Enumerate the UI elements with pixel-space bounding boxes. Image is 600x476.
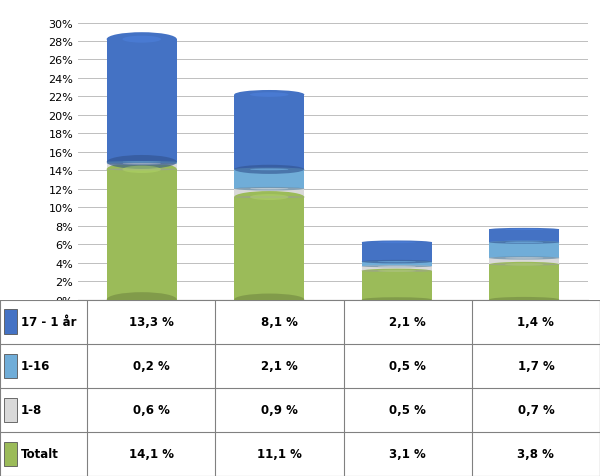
Ellipse shape bbox=[107, 169, 177, 171]
Ellipse shape bbox=[362, 260, 432, 264]
Ellipse shape bbox=[122, 166, 161, 174]
Bar bbox=[234, 198, 304, 300]
Bar bbox=[4, 354, 17, 378]
Bar bbox=[234, 170, 304, 189]
Bar bbox=[362, 271, 432, 300]
Ellipse shape bbox=[122, 162, 161, 163]
Ellipse shape bbox=[489, 241, 559, 244]
Ellipse shape bbox=[234, 188, 304, 191]
Text: 13,3 %: 13,3 % bbox=[128, 316, 173, 328]
Ellipse shape bbox=[362, 269, 432, 274]
Bar bbox=[4, 310, 17, 334]
Bar bbox=[0, 432, 600, 476]
Bar bbox=[489, 265, 559, 300]
Ellipse shape bbox=[377, 262, 416, 263]
Text: 8,1 %: 8,1 % bbox=[261, 316, 298, 328]
Ellipse shape bbox=[489, 262, 559, 268]
Text: 0,5 %: 0,5 % bbox=[389, 359, 426, 372]
Ellipse shape bbox=[489, 228, 559, 231]
Text: 0,5 %: 0,5 % bbox=[389, 404, 426, 416]
Bar bbox=[362, 267, 432, 271]
Ellipse shape bbox=[250, 195, 289, 200]
Text: 1,4 %: 1,4 % bbox=[517, 316, 554, 328]
Text: 0,7 %: 0,7 % bbox=[517, 404, 554, 416]
Bar bbox=[0, 388, 600, 432]
Ellipse shape bbox=[107, 162, 177, 164]
Ellipse shape bbox=[505, 242, 544, 244]
Ellipse shape bbox=[107, 163, 177, 166]
Ellipse shape bbox=[505, 264, 544, 266]
Bar bbox=[234, 95, 304, 170]
Bar bbox=[107, 163, 177, 164]
Bar bbox=[0, 344, 600, 388]
Ellipse shape bbox=[362, 266, 432, 268]
Bar bbox=[107, 164, 177, 170]
Bar bbox=[107, 40, 177, 163]
Ellipse shape bbox=[234, 197, 304, 199]
Ellipse shape bbox=[234, 166, 304, 175]
Text: Totalt: Totalt bbox=[21, 447, 59, 460]
Text: 14,1 %: 14,1 % bbox=[128, 447, 173, 460]
Ellipse shape bbox=[505, 258, 544, 259]
Text: 0,9 %: 0,9 % bbox=[261, 404, 298, 416]
Bar bbox=[489, 243, 559, 258]
Ellipse shape bbox=[250, 169, 289, 171]
Ellipse shape bbox=[505, 229, 544, 230]
Bar bbox=[107, 170, 177, 300]
Text: 1,7 %: 1,7 % bbox=[517, 359, 554, 372]
Ellipse shape bbox=[122, 164, 161, 165]
Ellipse shape bbox=[250, 188, 289, 190]
Ellipse shape bbox=[107, 164, 177, 165]
Ellipse shape bbox=[234, 188, 304, 190]
Text: 0,2 %: 0,2 % bbox=[133, 359, 170, 372]
Text: 3,8 %: 3,8 % bbox=[517, 447, 554, 460]
Ellipse shape bbox=[107, 293, 177, 307]
Text: 1-16: 1-16 bbox=[21, 359, 50, 372]
Ellipse shape bbox=[362, 241, 432, 245]
Ellipse shape bbox=[234, 91, 304, 100]
Bar bbox=[362, 262, 432, 267]
Ellipse shape bbox=[377, 242, 416, 244]
Ellipse shape bbox=[362, 270, 432, 272]
Text: 1-8: 1-8 bbox=[21, 404, 42, 416]
Ellipse shape bbox=[250, 93, 289, 98]
Ellipse shape bbox=[377, 270, 416, 272]
Text: 11,1 %: 11,1 % bbox=[257, 447, 302, 460]
Ellipse shape bbox=[234, 168, 304, 172]
Ellipse shape bbox=[234, 192, 304, 204]
Text: 2,1 %: 2,1 % bbox=[261, 359, 298, 372]
Ellipse shape bbox=[122, 37, 161, 44]
Bar bbox=[4, 442, 17, 466]
Bar bbox=[0, 300, 600, 344]
Text: 17 - 1 år: 17 - 1 år bbox=[21, 316, 77, 328]
Ellipse shape bbox=[107, 163, 177, 177]
Text: 3,1 %: 3,1 % bbox=[389, 447, 426, 460]
Text: 0,6 %: 0,6 % bbox=[133, 404, 170, 416]
Ellipse shape bbox=[107, 156, 177, 169]
Ellipse shape bbox=[489, 298, 559, 302]
Bar bbox=[4, 398, 17, 422]
Bar bbox=[234, 189, 304, 198]
Ellipse shape bbox=[362, 261, 432, 263]
Ellipse shape bbox=[362, 266, 432, 268]
Ellipse shape bbox=[377, 266, 416, 267]
Ellipse shape bbox=[489, 241, 559, 244]
Bar bbox=[489, 258, 559, 265]
Ellipse shape bbox=[489, 257, 559, 260]
Ellipse shape bbox=[362, 298, 432, 302]
Bar bbox=[362, 243, 432, 262]
Ellipse shape bbox=[107, 33, 177, 47]
Ellipse shape bbox=[489, 264, 559, 266]
Ellipse shape bbox=[234, 294, 304, 306]
Bar bbox=[489, 230, 559, 243]
Ellipse shape bbox=[489, 257, 559, 259]
Text: 2,1 %: 2,1 % bbox=[389, 316, 426, 328]
